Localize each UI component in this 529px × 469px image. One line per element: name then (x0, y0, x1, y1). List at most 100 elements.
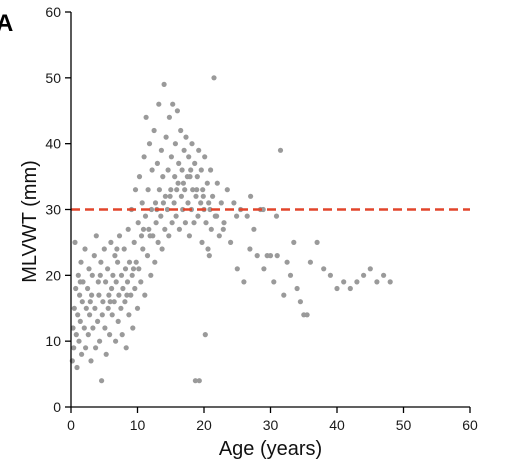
data-point (70, 325, 76, 331)
data-point (83, 345, 89, 351)
data-point (260, 206, 266, 213)
data-point (168, 154, 174, 160)
y-axis-title: MLVWT (mm) (19, 160, 41, 283)
data-point (206, 200, 212, 206)
data-point (191, 220, 197, 226)
data-point (341, 279, 347, 285)
x-tick-label: 20 (196, 417, 212, 433)
data-point (99, 312, 105, 318)
data-point (174, 187, 180, 193)
data-point (140, 226, 147, 232)
data-point (113, 279, 119, 285)
panel-label: A (0, 10, 13, 37)
data-point (195, 213, 201, 219)
data-point (334, 285, 340, 292)
data-point (143, 114, 149, 120)
data-point (146, 141, 153, 147)
data-point (162, 226, 168, 232)
data-point (126, 312, 132, 318)
x-tick-label: 60 (462, 417, 478, 433)
data-point (183, 134, 189, 140)
data-point (181, 147, 187, 153)
data-point (99, 378, 105, 384)
data-point (274, 253, 280, 259)
data-point (124, 279, 131, 285)
data-point (73, 332, 79, 338)
data-point (287, 272, 294, 278)
data-point (277, 147, 284, 153)
data-point (88, 358, 94, 364)
data-point (156, 187, 162, 193)
x-tick-label: 40 (329, 417, 345, 433)
data-point (161, 81, 167, 87)
data-point (170, 101, 176, 107)
data-point (149, 167, 155, 173)
data-point (78, 259, 84, 265)
data-point (152, 259, 158, 265)
y-tick-label: 60 (45, 4, 61, 20)
data-point (75, 272, 81, 278)
data-point (168, 187, 174, 193)
data-point (119, 332, 125, 338)
data-point (123, 345, 129, 351)
data-point (214, 180, 220, 186)
data-point (140, 246, 146, 252)
data-point (297, 299, 303, 305)
data-point (284, 259, 290, 265)
data-point (91, 253, 97, 259)
data-point (132, 187, 139, 193)
data-point (154, 160, 160, 166)
data-point (103, 279, 109, 285)
data-point (96, 292, 102, 298)
data-point (120, 285, 126, 292)
data-point (139, 200, 145, 206)
data-point (159, 246, 165, 252)
y-tick-label: 50 (45, 70, 61, 86)
data-point (97, 272, 103, 278)
data-point (178, 193, 184, 199)
y-tick-label: 10 (45, 333, 61, 349)
data-point (106, 292, 112, 298)
data-point (151, 127, 157, 134)
data-point (221, 220, 227, 226)
data-point (218, 200, 224, 206)
data-point (125, 226, 131, 232)
data-point (347, 285, 353, 292)
data-point (202, 154, 208, 160)
x-tick-label: 30 (263, 417, 279, 433)
data-point (180, 206, 186, 213)
data-point (199, 239, 205, 245)
data-point (118, 305, 124, 311)
data-point (188, 167, 194, 173)
data-point (200, 187, 206, 193)
data-point (152, 200, 159, 206)
data-point (79, 351, 85, 357)
data-point (291, 239, 297, 245)
data-point (93, 345, 99, 351)
data-point (71, 305, 77, 311)
data-point (304, 312, 310, 318)
data-point (116, 233, 123, 239)
data-point (101, 246, 107, 252)
data-point (176, 226, 182, 232)
data-point (202, 332, 208, 338)
data-point (251, 226, 257, 232)
data-point (171, 200, 177, 206)
data-point (115, 318, 121, 324)
data-point (95, 279, 101, 285)
y-tick-label: 20 (45, 267, 61, 283)
data-point (175, 180, 181, 186)
data-point (112, 253, 118, 259)
data-point (155, 239, 161, 245)
data-point (206, 253, 212, 259)
data-point (158, 213, 164, 219)
data-point (145, 187, 151, 193)
data-point (224, 187, 230, 193)
data-point (100, 299, 106, 305)
x-tick-label: 50 (396, 417, 412, 433)
data-point (194, 174, 200, 180)
data-point (204, 180, 210, 186)
data-point (142, 213, 149, 219)
data-point (114, 246, 120, 252)
data-point (144, 253, 151, 259)
